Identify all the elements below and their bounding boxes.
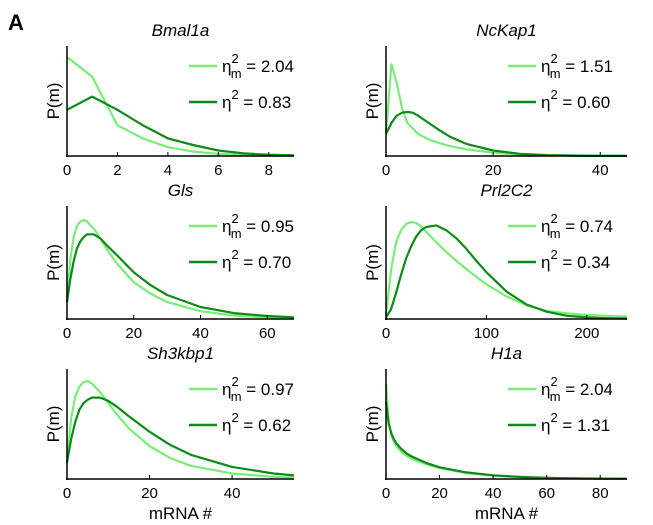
x-tick-label: 40 [485, 485, 502, 502]
x-tick-label: 200 [574, 325, 599, 342]
legend-label-model: η2 = 0.70 [222, 247, 291, 272]
chart-panel-6: H1a 0 20 40 60 80 P(m) mRNA # η2 m = 2.04 η2 = 1.3… [363, 344, 628, 523]
x-tick-label: 20 [125, 325, 142, 342]
legend-label-measured: η2 m = 1.51 [541, 51, 613, 81]
series-line-model [65, 233, 295, 319]
legend-label-measured: η2 m = 0.74 [541, 211, 613, 241]
chart-panel-5: Sh3kbp1 0 20 40 P(m) mRNA # η2 m = 0.97 η2 = 0.6… [44, 344, 295, 523]
x-tick-label: 60 [259, 325, 276, 342]
legend-label-model: η2 = 0.60 [541, 87, 610, 112]
series-line-model [385, 224, 628, 320]
chart-title: H1a [491, 344, 522, 363]
chart-title: Gls [168, 181, 194, 200]
x-tick-label: 20 [141, 485, 158, 502]
y-axis-label: P(m) [363, 83, 382, 120]
x-tick-label: 40 [224, 485, 241, 502]
legend-label-measured: η2 m = 2.04 [541, 374, 613, 404]
legend-label-model: η2 = 0.83 [222, 87, 291, 112]
series-line-model [65, 396, 295, 477]
x-tick-label: 40 [192, 325, 209, 342]
chart-title: Prl2C2 [481, 181, 534, 200]
series-line-model [384, 401, 628, 480]
x-tick-label: 2 [113, 162, 121, 179]
x-tick-label: 0 [382, 162, 390, 179]
chart-title: NcKap1 [476, 21, 536, 40]
series-line-measured [65, 219, 295, 320]
legend-label-measured: η2 m = 2.04 [222, 51, 294, 81]
legend-label-measured: η2 m = 0.97 [222, 374, 294, 404]
legend-label-model: η2 = 0.34 [541, 247, 610, 272]
x-tick-label: 0 [382, 325, 390, 342]
panel-letter: A [8, 10, 24, 35]
x-tick-label: 0 [63, 325, 71, 342]
x-tick-label: 80 [592, 485, 609, 502]
x-tick-label: 40 [592, 162, 609, 179]
series-line-model [385, 110, 627, 157]
series-line-measured [384, 221, 628, 318]
y-axis-label: P(m) [363, 406, 382, 443]
x-tick-label: 0 [63, 162, 71, 179]
chart-panel-2: NcKap1 0 20 40 P(m) η2 m = 1.51 η2 = 0.60 [363, 21, 628, 179]
y-axis-label: P(m) [44, 406, 63, 443]
x-tick-label: 6 [214, 162, 222, 179]
series-line-measured [65, 380, 295, 479]
x-tick-label: 4 [164, 162, 172, 179]
x-tick-label: 20 [485, 162, 502, 179]
x-tick-label: 100 [474, 325, 499, 342]
x-tick-label: 0 [382, 485, 390, 502]
chart-title: Bmal1a [152, 21, 210, 40]
x-axis-label: mRNA # [475, 504, 539, 523]
series-line-model [66, 95, 295, 157]
x-axis-label: mRNA # [149, 504, 213, 523]
legend-label-measured: η2 m = 0.95 [222, 211, 294, 241]
chart-panel-3: Gls 0 20 40 60 P(m) η2 m = 0.95 η2 = 0.70 [44, 181, 295, 342]
chart-title: Sh3kbp1 [147, 344, 214, 363]
y-axis-label: P(m) [363, 244, 382, 281]
chart-panel-1: Bmal1a 0 2 4 6 8 P(m) η2 m = 2.04 η2 = 0.83 [44, 21, 295, 179]
chart-panel-4: Prl2C2 0 100 200 P(m) η2 m = 0.74 η2 = 0.34 [363, 181, 628, 342]
legend-label-model: η2 = 1.31 [541, 410, 610, 435]
x-tick-label: 8 [265, 162, 273, 179]
x-tick-label: 0 [63, 485, 71, 502]
x-tick-label: 20 [431, 485, 448, 502]
legend-label-model: η2 = 0.62 [222, 410, 291, 435]
y-axis-label: P(m) [44, 83, 63, 120]
y-axis-label: P(m) [44, 244, 63, 281]
x-tick-label: 60 [538, 485, 555, 502]
